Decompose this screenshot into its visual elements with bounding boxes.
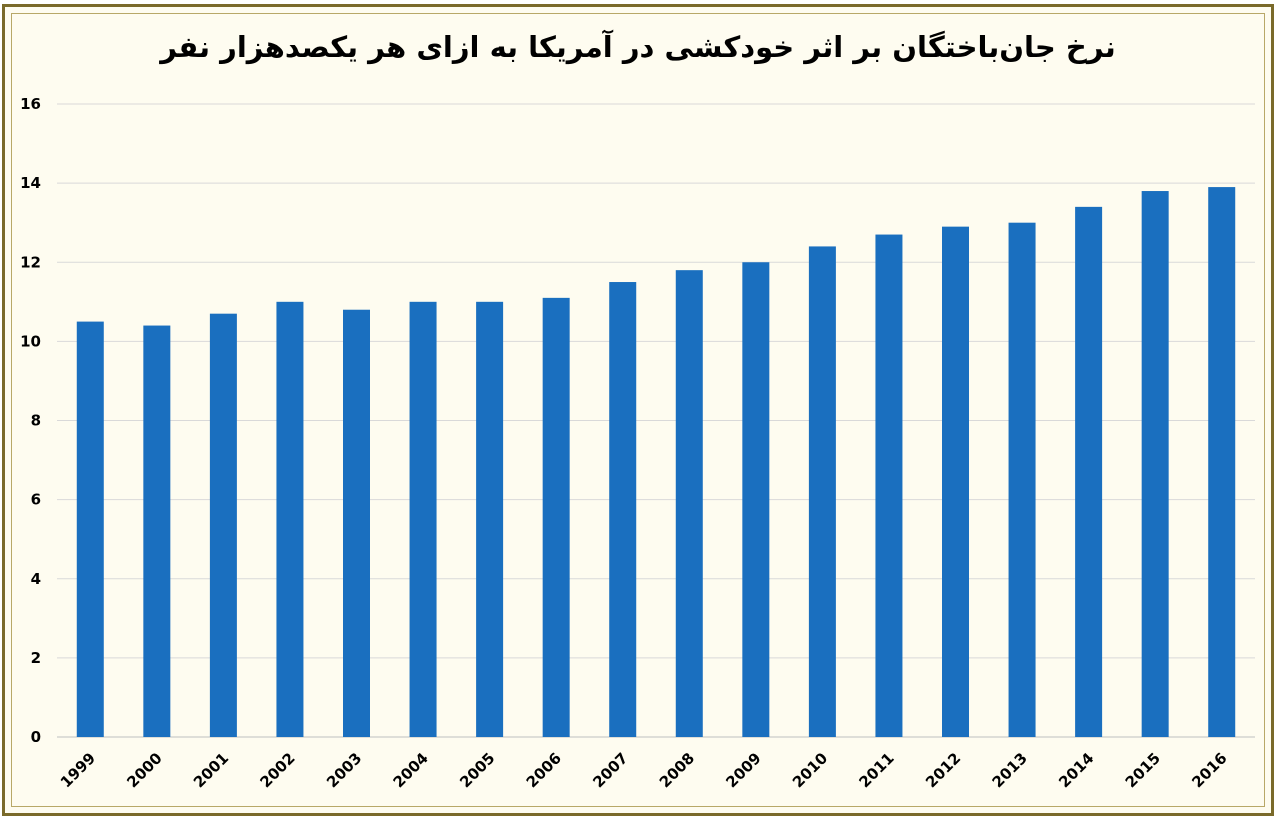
x-tick-label: 2006 [523, 749, 565, 791]
bar-2001 [209, 313, 237, 737]
x-tick-label: 2000 [123, 749, 165, 791]
x-tick-label: 2007 [589, 749, 631, 791]
x-tick-label: 2001 [190, 749, 232, 791]
bar-2015 [1141, 191, 1169, 738]
x-tick-label: 2003 [323, 749, 365, 791]
bar-1999 [76, 321, 104, 737]
bar-2009 [742, 262, 770, 737]
x-tick-label: 2011 [856, 749, 898, 791]
x-tick-label: 2012 [922, 749, 964, 791]
x-tick-label: 2013 [989, 749, 1031, 791]
x-tick-label: 2004 [390, 749, 432, 791]
x-tick-label: 2010 [789, 749, 831, 791]
chart-title: نرخ جان‌باختگان بر اثر خودکشی در آمریکا … [160, 30, 1116, 64]
x-tick-label: 1999 [57, 749, 99, 791]
x-tick-label: 2014 [1055, 749, 1097, 791]
x-tick-label: 2016 [1188, 749, 1230, 791]
y-tick-label: 0 [31, 728, 41, 746]
y-tick-label: 14 [20, 174, 41, 192]
bar-2010 [808, 246, 836, 738]
x-axis-ticks: 1999 2000 2001 2002 2003 2004 2005 2006 2007 2008… [57, 749, 1231, 791]
bar-2007 [609, 282, 637, 737]
y-tick-label: 12 [20, 253, 41, 271]
bar-2000 [143, 325, 171, 737]
bar-2003 [343, 309, 370, 737]
gridlines [57, 103, 1255, 738]
bars [76, 187, 1236, 738]
x-tick-label: 2015 [1122, 749, 1164, 791]
y-tick-label: 10 [20, 332, 41, 350]
y-tick-label: 2 [31, 649, 41, 667]
y-tick-label: 8 [31, 412, 41, 430]
bar-2016 [1208, 187, 1236, 738]
bar-2002 [276, 301, 304, 737]
x-tick-label: 2005 [456, 749, 498, 791]
bar-2014 [1075, 206, 1103, 738]
y-tick-label: 16 [20, 95, 41, 113]
bar-2011 [875, 234, 903, 737]
chart-inner-border [11, 13, 1265, 807]
bar-2004 [409, 301, 437, 737]
x-tick-label: 2009 [722, 749, 764, 791]
x-tick-label: 2008 [656, 749, 698, 791]
bar-2005 [476, 301, 504, 737]
bar-2008 [675, 270, 703, 737]
bar-2013 [1008, 222, 1036, 737]
bar-2006 [542, 297, 570, 737]
bar-2012 [942, 226, 969, 738]
x-tick-label: 2002 [257, 749, 299, 791]
y-tick-label: 6 [31, 491, 41, 509]
y-axis-ticks: 0 2 4 6 8 10 12 14 16 [20, 95, 41, 746]
y-tick-label: 4 [31, 570, 41, 588]
